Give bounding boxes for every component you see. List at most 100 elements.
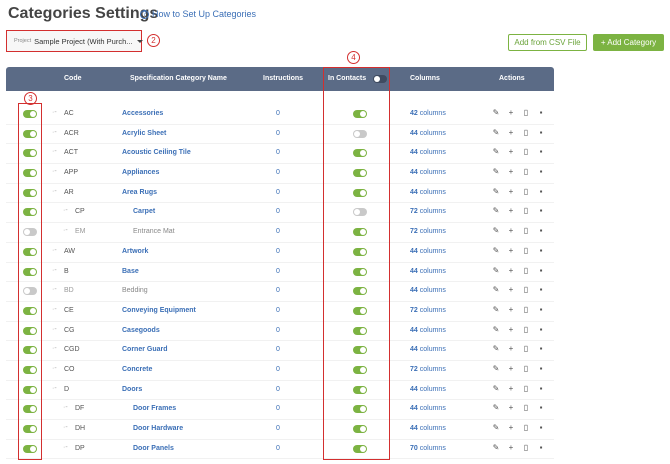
pencil-icon[interactable]: ✎ (492, 285, 500, 295)
row-columns[interactable]: 44 columns (410, 327, 446, 334)
enabled-toggle[interactable] (23, 267, 37, 276)
row-instructions[interactable]: 0 (276, 149, 280, 157)
pencil-icon[interactable]: ✎ (492, 206, 500, 216)
help-link[interactable]: ? How to Set Up Categories (140, 9, 256, 19)
pencil-icon[interactable]: ✎ (492, 304, 500, 314)
row-name[interactable]: Base (122, 267, 139, 275)
trash-icon[interactable]: ▪ (539, 265, 543, 275)
in-contacts-toggle[interactable] (353, 110, 367, 118)
plus-icon[interactable]: + (508, 363, 514, 373)
pencil-icon[interactable]: ✎ (492, 383, 500, 393)
pencil-icon[interactable]: ✎ (492, 344, 500, 354)
trash-icon[interactable]: ▪ (539, 226, 543, 236)
in-contacts-toggle[interactable] (353, 306, 367, 315)
row-instructions[interactable]: 0 (276, 169, 280, 177)
trash-icon[interactable]: ▪ (539, 285, 543, 295)
in-contacts-toggle[interactable] (353, 444, 367, 453)
row-name[interactable]: Door Frames (133, 405, 177, 413)
plus-icon[interactable]: + (508, 167, 514, 177)
enabled-toggle[interactable] (23, 405, 37, 414)
in-contacts-toggle[interactable] (353, 267, 367, 276)
document-icon[interactable]: ▯ (523, 206, 529, 216)
row-columns[interactable]: 44 columns (410, 149, 446, 156)
trash-icon[interactable]: ▪ (539, 147, 543, 157)
in-contacts-toggle[interactable] (353, 188, 367, 197)
document-icon[interactable]: ▯ (523, 226, 529, 236)
document-icon[interactable]: ▯ (523, 383, 529, 393)
pencil-icon[interactable]: ✎ (492, 245, 500, 255)
enabled-toggle[interactable] (23, 306, 37, 315)
in-contacts-toggle[interactable] (353, 365, 367, 374)
trash-icon[interactable]: ▪ (539, 108, 543, 117)
in-contacts-toggle[interactable] (353, 425, 367, 433)
in-contacts-toggle[interactable] (353, 326, 367, 335)
enabled-toggle[interactable] (23, 169, 37, 178)
row-instructions[interactable]: 0 (276, 129, 280, 137)
row-columns[interactable]: 44 columns (410, 268, 446, 275)
trash-icon[interactable]: ▪ (539, 127, 543, 137)
row-instructions[interactable]: 0 (276, 306, 280, 314)
row-instructions[interactable]: 0 (276, 247, 280, 255)
pencil-icon[interactable]: ✎ (492, 108, 500, 117)
plus-icon[interactable]: + (508, 285, 514, 295)
enabled-toggle[interactable] (23, 385, 37, 394)
row-name[interactable]: Accessories (122, 110, 164, 117)
pencil-icon[interactable]: ✎ (492, 363, 500, 373)
document-icon[interactable]: ▯ (523, 245, 529, 255)
row-name[interactable]: Entrance Mat (133, 228, 175, 236)
in-contacts-toggle[interactable] (353, 385, 367, 394)
in-contacts-toggle[interactable] (353, 287, 367, 296)
enabled-toggle[interactable] (23, 228, 37, 237)
in-contacts-toggle[interactable] (353, 228, 367, 237)
enabled-toggle[interactable] (23, 287, 37, 296)
row-instructions[interactable]: 0 (276, 208, 280, 216)
row-name[interactable]: Bedding (122, 287, 148, 295)
document-icon[interactable]: ▯ (523, 423, 529, 432)
row-name[interactable]: Acoustic Ceiling Tile (122, 149, 191, 157)
trash-icon[interactable]: ▪ (539, 245, 543, 255)
plus-icon[interactable]: + (508, 403, 514, 413)
row-instructions[interactable]: 0 (276, 110, 280, 117)
plus-icon[interactable]: + (508, 383, 514, 393)
in-contacts-toggle[interactable] (353, 247, 367, 256)
document-icon[interactable]: ▯ (523, 108, 529, 117)
trash-icon[interactable]: ▪ (539, 383, 543, 393)
document-icon[interactable]: ▯ (523, 285, 529, 295)
enabled-toggle[interactable] (23, 208, 37, 217)
plus-icon[interactable]: + (508, 265, 514, 275)
pencil-icon[interactable]: ✎ (492, 186, 500, 196)
row-instructions[interactable]: 0 (276, 444, 280, 452)
document-icon[interactable]: ▯ (523, 265, 529, 275)
enabled-toggle[interactable] (23, 149, 37, 158)
row-instructions[interactable]: 0 (276, 365, 280, 373)
pencil-icon[interactable]: ✎ (492, 442, 500, 452)
plus-icon[interactable]: + (508, 226, 514, 236)
pencil-icon[interactable]: ✎ (492, 226, 500, 236)
row-name[interactable]: Carpet (133, 208, 156, 216)
pencil-icon[interactable]: ✎ (492, 127, 500, 137)
plus-icon[interactable]: + (508, 324, 514, 334)
trash-icon[interactable]: ▪ (539, 423, 543, 432)
in-contacts-toggle[interactable] (353, 169, 367, 178)
row-instructions[interactable]: 0 (276, 228, 280, 236)
plus-icon[interactable]: + (508, 147, 514, 157)
row-columns[interactable]: 72 columns (410, 228, 446, 235)
plus-icon[interactable]: + (508, 245, 514, 255)
enabled-toggle[interactable] (23, 247, 37, 256)
trash-icon[interactable]: ▪ (539, 344, 543, 354)
row-name[interactable]: Door Panels (133, 444, 174, 452)
trash-icon[interactable]: ▪ (539, 186, 543, 196)
row-columns[interactable]: 44 columns (410, 189, 446, 196)
enabled-toggle[interactable] (23, 129, 37, 138)
plus-icon[interactable]: + (508, 206, 514, 216)
trash-icon[interactable]: ▪ (539, 167, 543, 177)
row-columns[interactable]: 42 columns (410, 110, 446, 117)
row-columns[interactable]: 44 columns (410, 130, 446, 137)
in-contacts-master-toggle[interactable] (373, 75, 387, 83)
row-columns[interactable]: 44 columns (410, 425, 446, 432)
project-selector[interactable]: Project Sample Project (With Purch... (6, 30, 143, 52)
enabled-toggle[interactable] (23, 444, 37, 453)
pencil-icon[interactable]: ✎ (492, 167, 500, 177)
row-name[interactable]: Area Rugs (122, 188, 158, 196)
in-contacts-toggle[interactable] (353, 129, 367, 138)
